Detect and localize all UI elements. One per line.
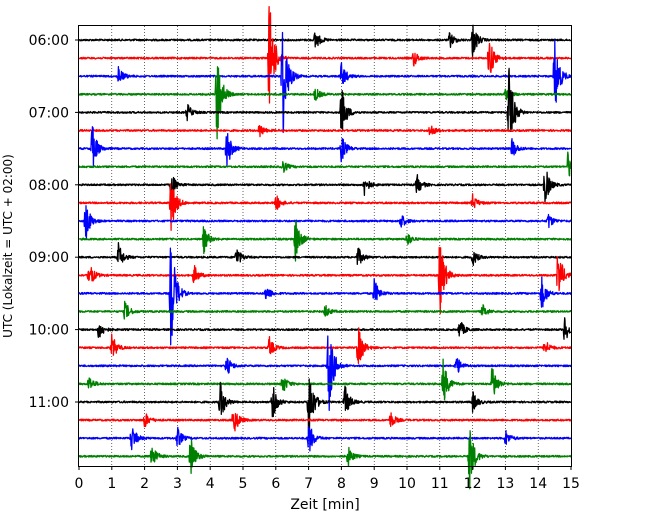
trace-row-10:00 [78, 317, 572, 340]
x-tick-label-7: 7 [304, 476, 313, 492]
x-axis-label: Zeit [min] [290, 497, 359, 513]
x-tick-label-14: 14 [529, 476, 547, 492]
x-tick-label-5: 5 [239, 476, 248, 492]
y-axis-label: UTC (Lokalzeit = UTC + 02:00) [1, 154, 15, 338]
y-tick-label-07:00: 07:00 [29, 105, 69, 121]
y-tick-label-08:00: 08:00 [29, 178, 69, 194]
trace-row-09:30 [78, 247, 572, 346]
trace-row-10:45 [78, 358, 572, 401]
x-tick-label-0: 0 [75, 476, 84, 492]
trace-row-06:45 [78, 66, 572, 140]
trace-row-09:00 [78, 241, 572, 266]
trace-row-09:15 [78, 246, 572, 315]
trace-row-07:00 [78, 67, 572, 132]
traces [78, 6, 572, 490]
x-tick-label-4: 4 [206, 476, 215, 492]
x-tick-label-8: 8 [337, 476, 346, 492]
trace-row-06:00 [78, 24, 572, 57]
x-tick-label-3: 3 [173, 476, 182, 492]
x-tick-label-1: 1 [107, 476, 116, 492]
trace-row-10:15 [78, 327, 572, 365]
x-tick-label-2: 2 [140, 476, 149, 492]
trace-row-10:30 [78, 335, 572, 411]
y-tick-label-06:00: 06:00 [29, 33, 69, 49]
y-axis: 06:00 07:00 08:00 09:00 10:00 11:00 [29, 33, 79, 411]
x-tick-label-11: 11 [431, 476, 449, 492]
trace-row-08:00 [78, 171, 572, 203]
trace-row-08:15 [78, 183, 572, 231]
trace-row-09:45 [78, 300, 572, 320]
trace-row-07:45 [78, 151, 572, 177]
trace-row-11:45 [78, 430, 572, 490]
trace-row-11:00 [78, 378, 572, 438]
x-tick-label-12: 12 [464, 476, 482, 492]
trace-row-07:30 [78, 126, 572, 168]
x-tick-label-15: 15 [562, 476, 580, 492]
trace-row-07:15 [78, 125, 572, 138]
x-tick-label-6: 6 [271, 476, 280, 492]
x-tick-label-13: 13 [496, 476, 514, 492]
y-tick-label-10:00: 10:00 [29, 323, 69, 339]
y-tick-label-09:00: 09:00 [29, 250, 69, 266]
plot-frame [78, 25, 572, 467]
x-tick-label-10: 10 [398, 476, 416, 492]
trace-row-06:15 [78, 6, 572, 104]
trace-row-08:45 [78, 220, 572, 262]
x-tick-label-9: 9 [370, 476, 379, 492]
trace-row-11:15 [78, 412, 572, 432]
x-axis: 0 1 2 3 4 5 6 7 8 9 10 11 12 13 14 15 [75, 466, 580, 492]
trace-row-11:30 [78, 426, 572, 452]
trace-row-06:30 [78, 31, 572, 134]
trace-row-08:30 [78, 205, 572, 239]
y-tick-label-11:00: 11:00 [29, 395, 69, 411]
